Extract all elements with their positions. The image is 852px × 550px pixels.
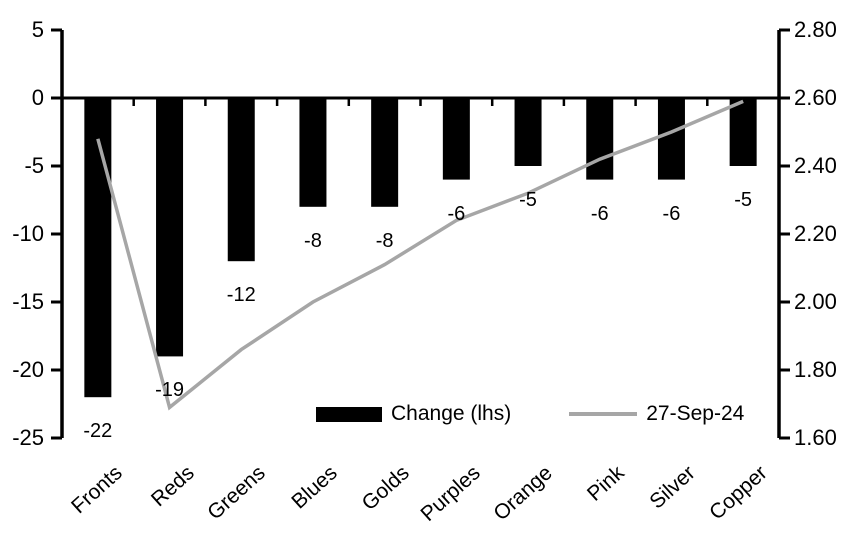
bar-golds [371,98,399,207]
bar-value-label: -5 [734,189,753,211]
bar-silver [657,98,685,180]
bar-orange [514,98,542,166]
bar-reds [156,98,184,357]
line-series [96,99,744,411]
bar-purples [442,98,470,180]
right-axis-tick-label: 2.80 [794,17,837,42]
legend-bar-swatch-icon [316,406,382,422]
left-axis-tick-label: -25 [12,425,44,450]
right-axis-tick-label: 2.20 [794,221,837,246]
left-axis-tick-label: -20 [12,357,44,382]
legend-spacer [511,414,569,415]
bar-value-label: -6 [590,202,609,225]
bar-value-label: -8 [304,229,322,252]
right-axis-tick-label: 2.00 [794,289,837,314]
bar-value-label: -12 [226,284,256,307]
right-axis-tick-label: 1.80 [794,357,837,382]
legend: Change (lhs) 27-Sep-24 [316,402,744,426]
bar-blues [299,98,327,207]
legend-bar-label: Change (lhs) [391,402,512,425]
bar-value-label: -6 [662,202,681,225]
bar-value-label: -8 [375,229,394,252]
left-axis-tick-label: 0 [31,85,44,110]
legend-line-swatch-icon [569,412,638,416]
bar-value-label: -5 [519,189,537,211]
bar-value-label: -6 [447,202,466,225]
right-axis-tick-label: 2.40 [794,153,837,178]
left-axis-tick-label: 5 [31,17,44,42]
bar-fronts [84,98,112,398]
bar-copper [729,98,757,166]
bar-greens [227,98,255,262]
right-axis-tick-label: 1.60 [794,425,837,450]
left-axis-tick-label: -15 [12,289,44,314]
bar-value-label: -19 [155,379,184,402]
left-axis-tick-label: -5 [24,153,44,178]
left-axis-tick-label: -10 [12,221,44,246]
bar-value-label: -22 [83,420,113,443]
bar-pink [586,98,614,180]
right-axis-tick-label: 2.60 [794,85,837,110]
legend-line-label: 27-Sep-24 [646,402,745,425]
